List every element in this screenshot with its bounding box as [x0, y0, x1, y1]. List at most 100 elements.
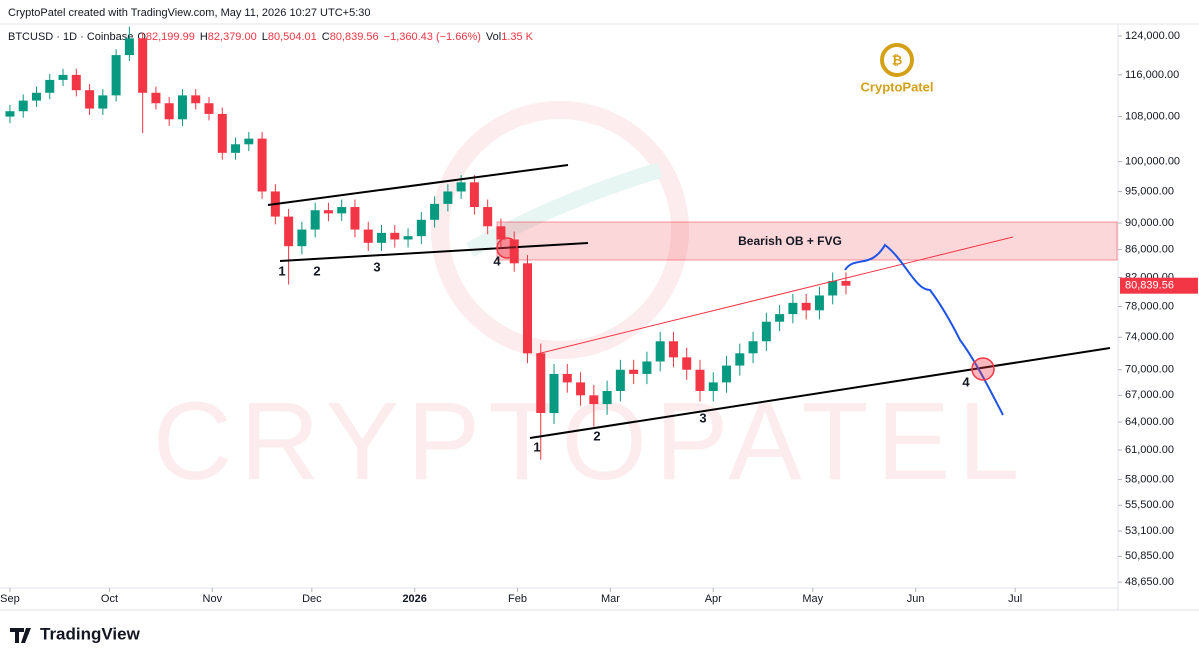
candle-body: [164, 103, 174, 120]
candle-body: [350, 207, 360, 230]
y-tick-label: 48,650.00: [1125, 576, 1174, 588]
candle-body: [98, 95, 108, 109]
wave-label: 1: [278, 263, 285, 278]
ohlc-value: 80,839.56: [330, 31, 379, 43]
zone-label: Bearish OB + FVG: [738, 234, 842, 248]
candle-body: [191, 95, 201, 104]
candle-body: [18, 100, 28, 112]
candle-body: [735, 353, 745, 366]
x-tick-label: Jul: [1008, 593, 1022, 605]
y-tick-label: 67,000.00: [1125, 389, 1174, 401]
candle-body: [642, 361, 652, 374]
candle-body: [244, 138, 254, 145]
y-tick-label: 116,000.00: [1125, 69, 1179, 81]
ohlc-value: 1.35 K: [501, 31, 533, 43]
candle-body: [722, 365, 732, 383]
wave-label: 3: [373, 259, 380, 274]
y-tick-label: 64,000.00: [1125, 416, 1174, 428]
candle-body: [443, 191, 453, 204]
candle-body: [522, 263, 532, 354]
candle-body: [138, 38, 148, 93]
candle-body: [5, 111, 15, 117]
candle-body: [151, 92, 161, 104]
candle-body: [509, 239, 519, 264]
y-tick-label: 95,000.00: [1125, 185, 1174, 197]
y-tick-label: 108,000.00: [1125, 111, 1180, 123]
x-tick-label: Sep: [0, 593, 20, 605]
x-tick-label: Oct: [101, 593, 118, 605]
ohlc-key: H: [200, 31, 208, 43]
candle-body: [775, 314, 785, 322]
trendline: [267, 164, 569, 206]
symbol: BTCUSD · 1D · Coinbase: [8, 31, 133, 43]
candle-body: [655, 341, 665, 362]
x-tick-label: Jun: [907, 593, 925, 605]
marker-circle: [496, 237, 518, 259]
candle-body: [58, 74, 68, 80]
marker-circle: [971, 357, 995, 381]
candle-body: [284, 216, 294, 247]
y-tick-label: 90,000.00: [1125, 217, 1174, 229]
candle-body: [602, 390, 612, 405]
candle-body: [217, 113, 227, 153]
candle-body: [562, 373, 572, 383]
ohlc-value: 80,504.01: [268, 31, 317, 43]
candle-body: [85, 90, 95, 109]
candle-body: [748, 341, 758, 354]
wave-label: 4: [493, 253, 501, 268]
y-tick-label: 100,000.00: [1125, 155, 1180, 167]
tv-icon: [10, 628, 31, 643]
y-tick-label: 124,000.00: [1125, 30, 1180, 42]
candle-body: [71, 74, 81, 91]
projection: [844, 243, 1004, 416]
candle-body: [695, 369, 705, 391]
ohlc-key: Vol: [486, 31, 501, 43]
x-tick-label: 2026: [402, 593, 426, 605]
x-tick-label: Dec: [302, 593, 322, 605]
credit: CryptoPatel created with TradingView.com…: [8, 7, 370, 19]
trendline: [536, 236, 1014, 355]
last-price-box: [1120, 277, 1198, 294]
candle-body: [337, 207, 347, 214]
candle-body: [31, 92, 41, 101]
candle-body: [841, 280, 851, 286]
candle-body: [788, 302, 798, 315]
axes: 124,000.00 116,000.00 108,000.00 100,000.00…: [0, 30, 1198, 605]
candle-body: [668, 341, 678, 358]
candle-body: [124, 38, 134, 56]
candle-body: [231, 144, 241, 153]
watermark-arrow: [466, 162, 663, 257]
candle-body: [629, 369, 639, 374]
annotations: Bearish OB + FVG 1 2 3 4 1 2 3 4: [267, 164, 1118, 454]
candle-body: [549, 373, 559, 414]
candle-body: [814, 295, 824, 311]
y-tick-label: 55,500.00: [1125, 499, 1174, 511]
logo-icon: [880, 43, 914, 77]
x-tick-label: Feb: [508, 593, 527, 605]
candle-body: [363, 229, 373, 243]
ob-zone: [496, 221, 1118, 261]
y-tick-label: 70,000.00: [1125, 364, 1174, 376]
candle-body: [377, 232, 387, 243]
x-tick-label: Apr: [705, 593, 722, 605]
candles: [5, 26, 851, 460]
wave-label: 3: [699, 410, 706, 425]
candle-body: [469, 182, 479, 208]
trendline: [279, 242, 589, 262]
candle-body: [708, 382, 718, 391]
watermark-ring: [431, 101, 689, 359]
candle-body: [615, 369, 625, 391]
ohlc-legend: BTCUSD · 1D · Coinbase O 82,199.99 H 82,379…: [8, 31, 534, 43]
candle-body: [456, 182, 466, 192]
last-price-label: 80,839.56: [1125, 280, 1174, 292]
trendline: [529, 347, 1111, 439]
ohlc-key: O: [137, 31, 146, 43]
candle-body: [761, 321, 771, 342]
candle-body: [323, 210, 333, 214]
y-tick-label: 50,850.00: [1125, 550, 1174, 562]
ohlc-key: C: [322, 31, 330, 43]
y-tick-label: 74,000.00: [1125, 331, 1174, 343]
candle-body: [390, 232, 400, 240]
footer-logo: TradingView: [10, 624, 141, 643]
